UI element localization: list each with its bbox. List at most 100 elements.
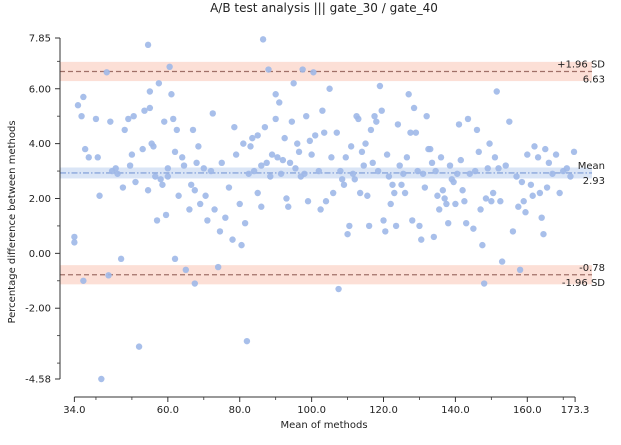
data-point <box>117 255 125 263</box>
data-point <box>506 118 513 125</box>
data-point <box>382 228 389 235</box>
data-point <box>570 148 578 156</box>
data-point <box>96 192 103 199</box>
data-point <box>98 375 105 383</box>
data-point <box>161 118 168 125</box>
data-point <box>542 145 549 153</box>
data-point <box>391 189 398 197</box>
data-point <box>114 170 121 177</box>
data-point <box>315 167 323 175</box>
data-point <box>238 241 245 249</box>
data-point <box>214 263 222 271</box>
data-point <box>430 233 438 241</box>
data-point <box>265 66 272 73</box>
data-point <box>204 217 211 224</box>
x-axis-label: Mean of methods <box>280 420 367 431</box>
data-point <box>475 148 482 156</box>
data-point <box>81 145 89 153</box>
data-point <box>337 167 344 175</box>
data-point <box>513 173 520 180</box>
data-point <box>389 181 396 188</box>
data-point <box>241 219 249 227</box>
data-point <box>162 211 170 219</box>
data-point <box>321 129 328 136</box>
data-point <box>170 115 177 123</box>
data-point <box>443 200 450 208</box>
data-point <box>304 198 312 205</box>
data-point <box>272 91 279 98</box>
data-point <box>186 206 193 213</box>
data-point <box>258 162 265 169</box>
data-point <box>378 107 385 114</box>
data-point <box>103 69 110 76</box>
data-point <box>130 112 137 120</box>
data-point <box>328 154 335 161</box>
x-tick-label: 34.0 <box>63 405 85 416</box>
y-tick-label: 7.85 <box>29 34 51 45</box>
data-point <box>371 112 378 120</box>
data-point <box>421 184 429 191</box>
points-layer <box>71 36 578 383</box>
data-point <box>171 255 179 263</box>
data-point <box>383 151 391 158</box>
lines-layer <box>60 70 592 276</box>
data-point <box>351 176 358 183</box>
data-point <box>317 206 324 213</box>
data-point <box>144 187 152 194</box>
data-point <box>536 189 544 197</box>
data-point <box>515 203 522 210</box>
data-point <box>520 198 527 205</box>
data-point <box>272 115 279 123</box>
data-point <box>249 134 256 142</box>
data-point <box>369 159 376 167</box>
data-point <box>312 132 319 139</box>
data-point <box>209 110 216 117</box>
data-point <box>452 200 459 208</box>
data-point <box>486 140 493 147</box>
data-point <box>524 151 531 158</box>
data-point <box>303 112 310 120</box>
upper-loa-label: +1.96 SD <box>557 59 605 70</box>
data-point <box>414 167 421 175</box>
y-tick-label: 2.00 <box>29 194 51 205</box>
data-point <box>295 148 303 156</box>
data-point <box>427 145 434 153</box>
data-point <box>540 230 547 238</box>
data-point <box>225 184 233 191</box>
data-point <box>355 115 362 123</box>
data-point <box>466 170 473 177</box>
data-point <box>376 82 384 90</box>
data-point <box>340 181 348 188</box>
data-point <box>263 159 270 167</box>
data-point <box>319 107 326 114</box>
data-point <box>387 200 394 208</box>
data-point <box>171 148 179 156</box>
data-point <box>497 198 504 205</box>
y-tick-label: 4.00 <box>29 139 51 150</box>
data-point <box>346 222 353 230</box>
data-point <box>457 156 464 164</box>
data-point <box>80 277 87 284</box>
data-point <box>455 121 463 128</box>
data-point <box>290 80 297 87</box>
data-point <box>556 189 563 197</box>
data-point <box>428 159 436 167</box>
data-point <box>135 343 143 350</box>
data-point <box>454 170 461 177</box>
data-point <box>502 162 509 169</box>
data-point <box>484 165 491 172</box>
data-point <box>152 173 159 180</box>
data-point <box>229 236 236 243</box>
data-point <box>71 233 78 241</box>
data-point <box>288 118 296 125</box>
data-point <box>534 154 542 161</box>
data-point <box>286 159 294 167</box>
data-point <box>188 181 195 188</box>
data-point <box>446 162 454 169</box>
data-point <box>268 151 276 158</box>
data-point <box>236 200 243 208</box>
data-point <box>250 167 258 175</box>
data-point <box>529 192 536 199</box>
data-point <box>308 151 315 158</box>
data-point <box>173 126 181 134</box>
